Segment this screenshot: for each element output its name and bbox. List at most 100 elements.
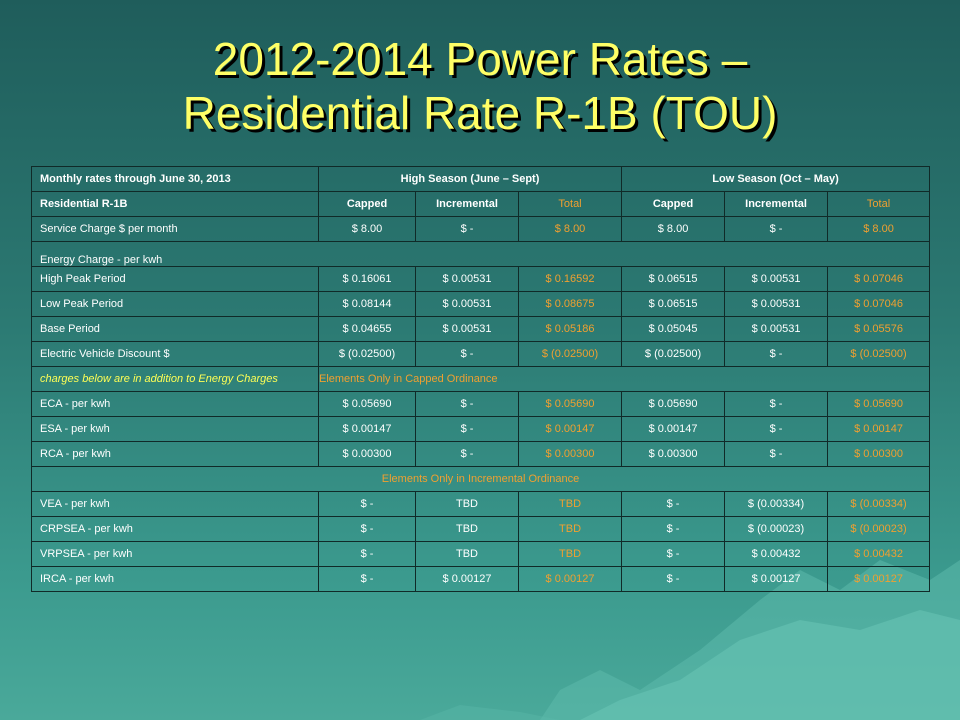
cell: $ 0.08675 [517,291,623,317]
cell: TBD [517,491,623,517]
cell: $ 0.05045 [621,316,726,342]
cell: $ 0.07046 [827,291,931,317]
cell: $ - [415,416,519,442]
table-row: CRPSEA - per kwh $ - TBD TBD $ - $ (0.00023) $… [31,516,931,542]
cell: TBD [415,491,519,517]
cell: $ 0.06515 [621,266,726,292]
cell: $ 0.00432 [724,541,829,567]
table-row: VEA - per kwh $ - TBD TBD $ - $ (0.00334) $ (0… [31,491,931,517]
cell: $ 0.05186 [517,316,623,342]
monthly-label: Monthly rates through June 30, 2013 [31,166,319,192]
cell: $ - [415,216,519,242]
cell: $ 8.00 [621,216,726,242]
energy-charge-label: Energy Charge - per kwh [30,241,931,267]
header-row-2: Residential R-1B Capped Incremental Tota… [31,191,931,217]
cell: $ - [318,541,416,567]
row-label: Electric Vehicle Discount $ [31,341,319,367]
cell: $ - [415,341,519,367]
col-total-low: Total [827,191,931,217]
cell: $ - [621,566,726,592]
col-total-high: Total [517,191,623,217]
cell: $ 0.05690 [827,391,931,417]
cell: $ 0.05690 [621,391,726,417]
cell: $ - [724,416,829,442]
cell: $ 0.00531 [724,316,829,342]
table-row: ECA - per kwh $ 0.05690 $ - $ 0.05690 $ 0.05… [31,391,931,417]
cell: $ 8.00 [827,216,931,242]
col-capped-low: Capped [621,191,726,217]
table-row: IRCA - per kwh $ - $ 0.00127 $ 0.00127 $ - $ … [31,566,931,592]
energy-charge-row: Energy Charge - per kwh [30,241,931,267]
cell: $ (0.02500) [517,341,623,367]
cell: $ 0.00127 [827,566,931,592]
cell: $ 0.05576 [827,316,931,342]
col-incremental-high: Incremental [415,191,519,217]
cell: $ - [724,341,829,367]
row-label: Base Period [31,316,319,342]
table-row: Base Period $ 0.04655 $ 0.00531 $ 0.05186 $ … [31,316,931,342]
cell: $ (0.02500) [621,341,726,367]
cell: $ 0.16061 [318,266,416,292]
cell: $ - [318,491,416,517]
row-label: Service Charge $ per month [31,216,319,242]
cell: $ 0.16592 [517,266,623,292]
row-label: ECA - per kwh [31,391,319,417]
cell: $ - [415,391,519,417]
cell: $ 0.00300 [827,441,931,467]
cell: $ (0.00023) [827,516,931,542]
cell: $ 0.00127 [415,566,519,592]
cell: $ 0.00300 [318,441,416,467]
high-season-header: High Season (June – Sept) [317,166,623,192]
service-charge-row: Service Charge $ per month $ 8.00 $ - $ … [31,216,931,242]
cell: $ 0.08144 [318,291,416,317]
table-row: High Peak Period $ 0.16061 $ 0.00531 $ 0.16… [31,266,931,292]
row-label: CRPSEA - per kwh [31,516,319,542]
cell: $ 0.00300 [621,441,726,467]
cell: $ 0.05690 [517,391,623,417]
row-label: Low Peak Period [31,291,319,317]
cell: $ 0.00531 [724,266,829,292]
cell: $ 8.00 [517,216,623,242]
cell: $ 0.00147 [517,416,623,442]
cell: $ (0.00023) [724,516,829,542]
cell: $ - [318,516,416,542]
capped-note: charges below are in addition to Energy … [31,366,319,392]
row-label: VRPSEA - per kwh [31,541,319,567]
table-row: Low Peak Period $ 0.08144 $ 0.00531 $ 0.086… [31,291,931,317]
cell: $ - [415,441,519,467]
cell: $ (0.00334) [724,491,829,517]
cell: $ 0.00127 [517,566,623,592]
title-line-1: 2012-2014 Power Rates – [212,33,748,85]
row-label: High Peak Period [31,266,319,292]
cell: $ 0.04655 [318,316,416,342]
cell: $ (0.00334) [827,491,931,517]
cell: $ (0.02500) [318,341,416,367]
cell: $ (0.02500) [827,341,931,367]
cell: $ 0.00300 [517,441,623,467]
row-label: RCA - per kwh [31,441,319,467]
cell: $ 0.05690 [318,391,416,417]
title-line-2: Residential Rate R-1B (TOU) [182,87,778,139]
row-label: VEA - per kwh [31,491,319,517]
cell: $ - [621,516,726,542]
rate-name: Residential R-1B [31,191,319,217]
cell: $ 0.00147 [621,416,726,442]
cell: TBD [415,541,519,567]
cell: $ - [724,391,829,417]
cell: $ 8.00 [318,216,416,242]
cell: TBD [517,516,623,542]
col-capped-high: Capped [318,191,416,217]
cell: $ 0.00127 [724,566,829,592]
cell: $ 0.00531 [415,316,519,342]
table-row: VRPSEA - per kwh $ - TBD TBD $ - $ 0.00432 $ 0… [31,541,931,567]
cell: TBD [517,541,623,567]
col-incremental-low: Incremental [724,191,829,217]
row-label: ESA - per kwh [31,416,319,442]
capped-heading-row: charges below are in addition to Energy … [31,366,931,392]
cell: $ - [318,566,416,592]
row-label: IRCA - per kwh [31,566,319,592]
cell: $ 0.00531 [724,291,829,317]
table-row: RCA - per kwh $ 0.00300 $ - $ 0.00300 $ 0.00… [31,441,931,467]
cell: $ 0.00531 [415,266,519,292]
